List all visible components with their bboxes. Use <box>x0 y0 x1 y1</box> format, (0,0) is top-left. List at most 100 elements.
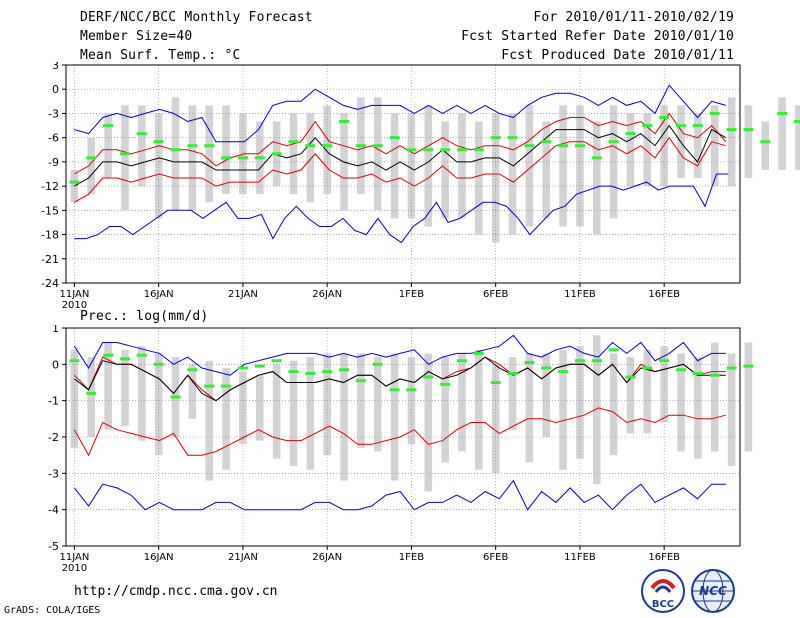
p1-obs-marker <box>119 357 130 361</box>
p1-spread-bar <box>255 375 264 441</box>
p0-x-tick-label: 16JAN <box>144 289 174 300</box>
p0-mean-line <box>74 124 727 187</box>
p0-spread-bar <box>761 121 770 170</box>
p1-obs-marker <box>288 370 299 374</box>
p0-spread-bar <box>508 113 517 235</box>
p0-spread-bar <box>475 121 483 235</box>
p0-obs-marker <box>204 144 215 148</box>
p1-spread-bar <box>188 364 197 419</box>
p1-obs-marker <box>103 353 114 357</box>
p0-obs-marker <box>237 156 248 160</box>
p0-x-tick-label: 6FEB <box>483 289 508 300</box>
p0-obs-marker <box>541 140 552 144</box>
p0-x-tick-label: 16FEB <box>648 289 680 300</box>
p1-spread-bar <box>475 349 483 470</box>
bcc-logo-text: BCC <box>652 599 674 610</box>
p0-y-tick-label: -24 <box>41 277 59 290</box>
p1-spread-bar <box>87 357 96 437</box>
p1-spread-bar <box>340 353 348 481</box>
p1-obs-marker <box>574 359 585 363</box>
p1-spread-bar <box>138 346 146 441</box>
p1-x-tick-label: 16JAN <box>144 552 174 563</box>
p0-spread-bar <box>188 105 197 211</box>
p0-spread-bar <box>744 105 753 179</box>
source-url[interactable]: http://cmdp.ncc.cma.gov.cn <box>74 584 278 599</box>
p1-spread-bar <box>424 353 433 492</box>
p1-obs-marker <box>69 359 80 363</box>
p0-spread-bar <box>643 113 652 187</box>
p0-obs-marker <box>423 148 434 152</box>
p1-obs-marker <box>625 375 636 379</box>
bcc-logo: BCC <box>641 569 685 613</box>
p0-year-label: 2010 <box>62 300 87 311</box>
p1-spread-bar <box>677 353 685 452</box>
p0-obs-marker <box>254 156 265 160</box>
p1-x-tick-label: 21JAN <box>228 552 258 563</box>
p1-spread-bar <box>458 353 466 452</box>
p1-obs-marker <box>237 366 248 370</box>
p0-spread-bar <box>542 121 551 219</box>
p1-y-tick-label: 0 <box>52 358 59 371</box>
p1-obs-marker <box>170 395 181 399</box>
p0-obs-marker <box>777 111 788 115</box>
p0-obs-marker <box>591 156 602 160</box>
p0-obs-marker <box>440 148 451 152</box>
p0-obs-marker <box>86 156 97 160</box>
p1-spread-bar <box>222 367 230 470</box>
p0-spread-bar <box>694 113 702 179</box>
p0-lower-line <box>74 136 726 203</box>
p1-spread-bar <box>441 357 449 463</box>
p1-obs-marker <box>254 364 265 368</box>
p0-y-tick-label: 0 <box>52 83 59 96</box>
p1-y-tick-label: -2 <box>48 431 59 444</box>
p1-obs-marker <box>305 371 316 375</box>
p0-min-line <box>74 173 729 244</box>
p0-plot-frame <box>65 64 741 284</box>
p1-obs-marker <box>406 388 417 392</box>
p0-spread-bar <box>626 113 635 187</box>
p0-obs-marker <box>355 144 366 148</box>
p1-x-tick-label: 11FEB <box>564 552 596 563</box>
p1-obs-marker <box>642 366 653 370</box>
p0-obs-marker <box>642 124 653 128</box>
p0-obs-marker <box>456 148 467 152</box>
p1-spread-bar <box>542 353 551 437</box>
p0-y-tick-label: -15 <box>41 204 59 217</box>
p0-spread-bar <box>171 97 180 211</box>
p1-spread-bar <box>70 349 79 448</box>
p0-obs-marker <box>625 132 636 136</box>
p1-spread-bar <box>609 353 618 456</box>
p0-obs-marker <box>372 144 383 148</box>
p1-y-tick-label: -4 <box>48 504 59 517</box>
p1-obs-marker <box>558 370 569 374</box>
p1-obs-marker <box>423 375 434 379</box>
p0-spread-bar <box>424 105 433 227</box>
p1-obs-marker <box>473 351 484 355</box>
p1-obs-marker <box>322 370 333 374</box>
p1-obs-marker <box>524 361 535 365</box>
p0-obs-marker <box>136 132 147 136</box>
member-size: Member Size=40 <box>80 29 193 44</box>
p0-spread-bar <box>491 113 500 243</box>
p0-spread-bar <box>373 97 382 211</box>
p0-obs-marker <box>473 148 484 152</box>
p1-max-line <box>73 334 726 376</box>
variable-label-temp: Mean Surf. Temp.: °C <box>80 48 241 63</box>
p1-spread-bar <box>239 371 247 445</box>
p0-spread-bar <box>121 105 129 211</box>
p0-spread-bar <box>609 105 618 219</box>
p1-y-tick-label: -3 <box>48 467 59 480</box>
p0-obs-marker <box>659 115 670 119</box>
p1-spread-bar <box>660 346 668 423</box>
p0-obs-marker <box>103 124 114 128</box>
p0-spread-bar <box>576 105 584 227</box>
p1-spread-bar <box>727 353 736 467</box>
p1-obs-marker <box>541 366 552 370</box>
p1-spread-bar <box>272 364 281 459</box>
p0-x-tick-label: 1FEB <box>399 289 424 300</box>
p0-obs-marker <box>760 140 771 144</box>
p1-spread-bar <box>559 349 567 470</box>
p1-y-tick-label: -1 <box>48 395 59 408</box>
p1-spread-bar <box>289 360 298 467</box>
p0-x-tick-label: 26JAN <box>312 289 342 300</box>
